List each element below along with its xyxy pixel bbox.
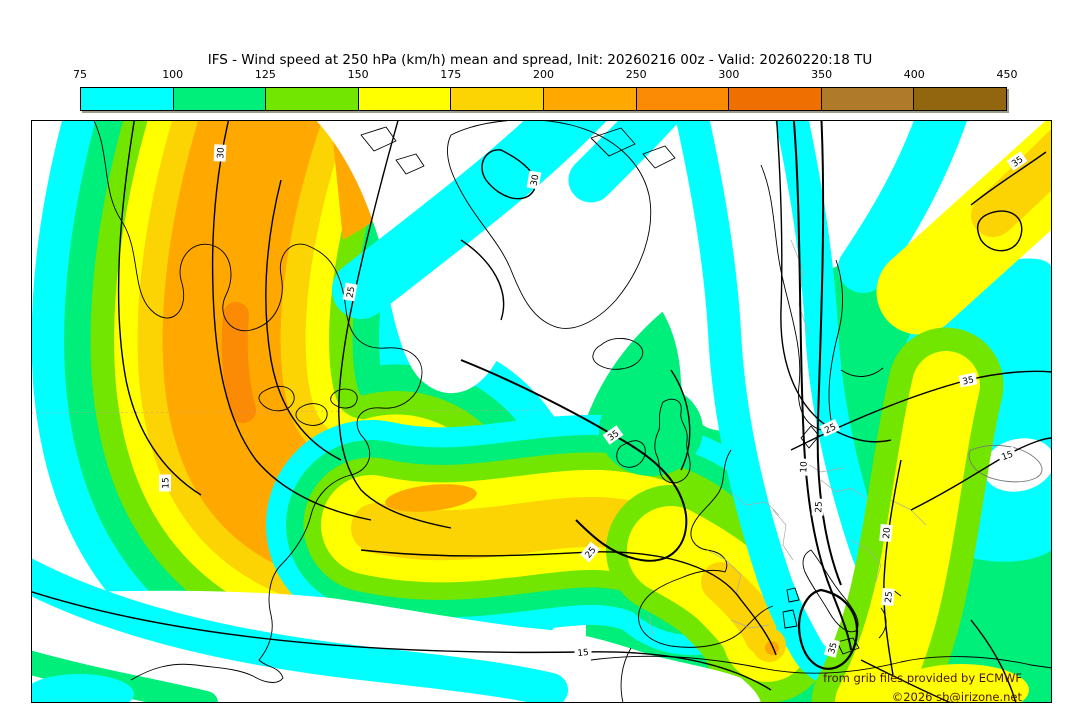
contour-label: 30 [526,170,542,190]
contour-label: 35 [958,372,978,388]
colorbar-cell [451,88,544,110]
colorbar-cell [173,88,267,110]
contour-label: 20 [879,524,893,542]
svg-text:30: 30 [216,147,227,159]
contour-label: 30 [213,144,227,162]
wind-speed-fill-layer [4,0,1080,718]
colorbar-tick: 350 [811,68,833,81]
colorbar-tick: 125 [254,68,276,81]
colorbar-cell [543,88,637,110]
colorbar-cell [821,88,915,110]
colorbar-cell [266,88,359,110]
contour-label: 25 [819,418,841,438]
contour-label: 15 [996,446,1018,464]
colorbar-tick: 300 [718,68,740,81]
contour-label: 25 [811,498,825,516]
contour-label: 35 [824,638,840,658]
colorbar-tick: 250 [625,68,647,81]
svg-text:25: 25 [884,591,895,603]
attribution-line2: ©2026 sb@irizone.net [892,690,1023,703]
svg-text:25: 25 [346,286,358,299]
svg-text:10: 10 [799,461,810,473]
svg-text:15: 15 [162,477,172,488]
colorbar-tick: 400 [903,68,925,81]
contour-label: 25 [342,282,358,302]
colorbar-ticks: 75 100 125 150 175 200 250 300 350 400 450 [73,68,1018,82]
svg-text:35: 35 [962,375,975,387]
contour-label: 10 [796,458,810,476]
svg-text:25: 25 [823,422,838,436]
country-border-layer [648,239,927,636]
colorbar-cell [81,88,174,110]
contour-label: 15 [159,474,172,492]
colorbar-tick: 200 [533,68,554,81]
svg-text:35: 35 [827,642,840,656]
spread-contour-layer [25,109,1053,704]
svg-text:30: 30 [530,173,542,186]
map-frame [31,120,1052,703]
svg-text:20: 20 [882,527,893,540]
attribution: from grib files provided by ECMWF ©2026 … [823,671,1023,704]
colorbar [80,87,1007,111]
chart-title: IFS - Wind speed at 250 hPa (km/h) mean … [207,52,873,68]
colorbar-cell [636,88,730,110]
weather-map: 30 25 15 30 35 25 15 25 10 25 20 25 35 35 15 35 from gr… [4,0,1080,718]
colorbar-tick: 175 [440,68,462,81]
svg-text:15: 15 [577,648,589,659]
colorbar-tick: 450 [996,68,1018,81]
svg-text:15: 15 [1000,450,1014,463]
colorbar-cell [729,88,822,110]
attribution-line1: from grib files provided by ECMWF [823,671,1022,685]
svg-text:25: 25 [814,501,825,513]
coastline-layer [90,114,1053,704]
colorbar-tick: 150 [347,68,369,81]
colorbar-tick: 100 [162,68,184,81]
colorbar-cell [914,88,1006,110]
colorbar-cell [358,88,452,110]
contour-label: 15 [574,645,592,659]
colorbar-tick: 75 [73,68,87,81]
contour-label: 25 [881,588,895,606]
